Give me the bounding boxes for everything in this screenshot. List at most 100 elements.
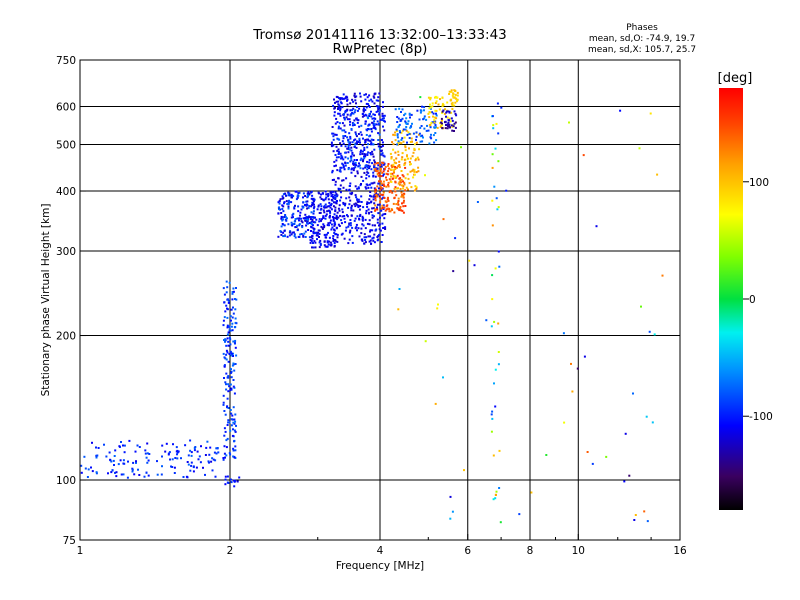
data-point xyxy=(230,319,232,322)
data-point xyxy=(230,388,233,391)
data-point xyxy=(360,227,363,230)
data-point xyxy=(232,428,234,431)
data-point xyxy=(313,240,316,243)
data-point xyxy=(404,189,407,192)
data-point xyxy=(180,457,182,460)
data-point xyxy=(571,390,574,393)
data-point xyxy=(362,167,365,170)
data-point xyxy=(349,120,352,123)
data-point xyxy=(314,246,317,249)
data-point xyxy=(368,94,371,97)
data-point xyxy=(358,162,360,165)
data-point xyxy=(350,155,353,158)
data-point xyxy=(633,519,636,521)
data-point xyxy=(395,157,398,160)
data-point xyxy=(373,125,376,128)
x-tick-label: 16 xyxy=(673,545,687,557)
data-point xyxy=(332,219,335,222)
data-point xyxy=(233,429,236,432)
data-point xyxy=(225,439,228,442)
data-point xyxy=(419,140,422,143)
data-point xyxy=(312,216,315,219)
data-point xyxy=(378,180,380,183)
data-point xyxy=(373,96,376,99)
data-point xyxy=(83,455,86,458)
data-point xyxy=(293,206,296,209)
data-point xyxy=(391,164,394,167)
data-point xyxy=(340,166,343,169)
data-point xyxy=(305,224,308,227)
data-point xyxy=(497,160,500,163)
data-point xyxy=(230,412,233,415)
data-point xyxy=(313,205,316,208)
data-point xyxy=(390,181,393,183)
y-tick-label: 75 xyxy=(63,535,76,547)
data-point xyxy=(347,168,350,171)
data-point xyxy=(349,192,352,195)
data-point xyxy=(391,177,394,180)
data-point xyxy=(362,109,365,111)
data-point xyxy=(338,204,341,207)
data-point xyxy=(382,101,384,104)
data-point xyxy=(368,161,371,164)
data-point xyxy=(291,223,294,226)
data-point xyxy=(103,443,105,446)
data-point xyxy=(300,233,303,235)
data-point xyxy=(341,208,344,211)
data-point xyxy=(371,224,374,227)
data-point xyxy=(234,413,237,416)
data-point xyxy=(300,217,302,220)
data-point xyxy=(356,109,359,112)
data-point xyxy=(354,109,357,112)
data-point xyxy=(346,136,349,139)
data-point xyxy=(233,479,235,482)
data-point xyxy=(405,186,408,189)
data-point xyxy=(339,98,342,101)
data-point xyxy=(329,241,332,244)
data-point xyxy=(391,141,394,144)
data-point xyxy=(420,109,423,112)
data-point xyxy=(318,236,320,238)
data-point xyxy=(226,316,229,319)
data-point xyxy=(371,216,374,219)
data-point xyxy=(227,407,230,409)
data-point xyxy=(356,172,359,175)
data-point xyxy=(365,183,368,186)
data-point xyxy=(582,154,585,157)
data-point xyxy=(401,108,404,111)
data-point xyxy=(231,364,234,367)
data-point xyxy=(371,229,374,232)
data-point xyxy=(300,208,303,211)
data-point xyxy=(229,409,232,411)
data-point xyxy=(365,134,368,136)
data-point xyxy=(378,113,381,116)
data-point xyxy=(373,202,376,205)
data-point xyxy=(297,205,300,208)
data-point xyxy=(378,133,381,136)
data-point xyxy=(202,466,204,469)
data-point xyxy=(334,196,337,199)
data-point xyxy=(392,148,395,151)
data-point xyxy=(327,243,330,246)
data-point xyxy=(176,457,179,460)
data-point xyxy=(645,415,648,418)
data-point xyxy=(421,140,424,143)
data-point xyxy=(373,120,376,123)
data-point xyxy=(227,360,230,363)
data-point xyxy=(429,103,431,106)
data-point xyxy=(377,143,380,145)
data-point xyxy=(418,132,421,135)
data-point xyxy=(370,211,373,213)
data-point xyxy=(414,159,417,162)
data-point xyxy=(349,199,352,202)
data-point xyxy=(337,153,340,155)
data-point xyxy=(347,146,350,149)
data-point xyxy=(344,164,347,167)
data-point xyxy=(393,134,396,137)
data-point xyxy=(415,157,417,160)
data-point xyxy=(371,162,374,165)
data-point xyxy=(222,324,225,327)
data-point xyxy=(394,177,397,179)
data-point xyxy=(382,208,385,210)
data-point xyxy=(427,129,430,132)
